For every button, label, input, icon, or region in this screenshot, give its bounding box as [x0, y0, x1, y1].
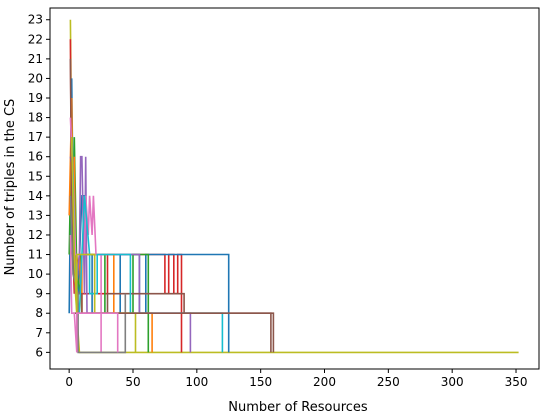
- x-tick-label: 300: [441, 375, 464, 389]
- x-tick-label: 0: [65, 375, 73, 389]
- y-tick-label: 17: [28, 130, 43, 144]
- series-line-2: [69, 39, 183, 353]
- x-axis-ticks: 0 50 100 150 200 250 300 350: [65, 369, 527, 389]
- x-tick-label: 200: [313, 375, 336, 389]
- x-tick-label: 250: [377, 375, 400, 389]
- y-axis-ticks: 6 7 8 9 10 11 12 13 14 15 16 17 18 19 20 21 22 23: [28, 13, 50, 359]
- y-tick-label: 6: [35, 345, 43, 359]
- y-tick-label: 18: [28, 111, 43, 125]
- y-tick-label: 12: [28, 228, 43, 242]
- y-axis-label: Number of triples in the CS: [3, 99, 18, 276]
- y-tick-label: 20: [28, 71, 43, 85]
- y-tick-label: 23: [28, 13, 43, 27]
- y-tick-label: 13: [28, 208, 43, 222]
- y-tick-label: 15: [28, 169, 43, 183]
- x-axis-label: Number of Resources: [228, 400, 368, 415]
- x-tick-label: 100: [185, 375, 208, 389]
- y-tick-label: 19: [28, 91, 43, 105]
- series-line-9: [70, 137, 224, 353]
- series-lines: [68, 19, 519, 354]
- y-tick-label: 21: [28, 52, 43, 66]
- y-tick-label: 16: [28, 150, 43, 164]
- x-tick-label: 150: [249, 375, 272, 389]
- plot-frame: [49, 7, 540, 370]
- y-tick-label: 11: [28, 248, 43, 262]
- series-line-10: [69, 195, 127, 354]
- y-tick-label: 10: [28, 267, 43, 281]
- series-line-1: [69, 19, 519, 354]
- series-line-5: [68, 97, 153, 353]
- series-line-13: [69, 234, 119, 353]
- x-tick-label: 350: [505, 375, 528, 389]
- y-tick-label: 7: [35, 326, 43, 340]
- y-tick-label: 8: [35, 306, 43, 320]
- series-line-12: [73, 312, 275, 353]
- y-tick-label: 22: [28, 32, 43, 46]
- y-tick-label: 9: [35, 287, 43, 301]
- x-tick-label: 50: [125, 375, 140, 389]
- y-tick-label: 14: [28, 189, 43, 203]
